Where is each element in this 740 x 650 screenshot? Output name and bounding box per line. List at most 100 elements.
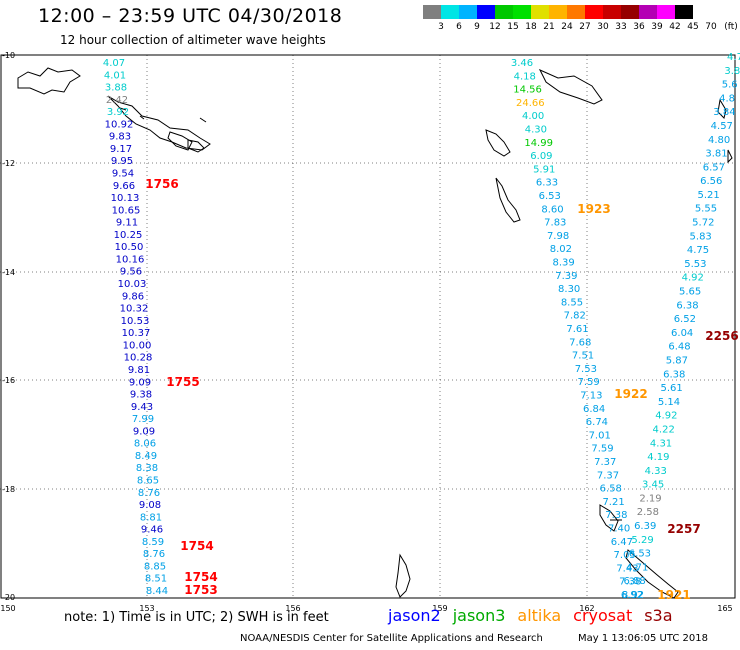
map-grid: 150 153 156 159 162 165 -10 -12 -14 -16 -18 -20 (0, 51, 736, 613)
track-middle-value: 7.83 (544, 218, 566, 229)
legend-cryosat: cryosat (573, 606, 633, 625)
track-right-value: 4.75 (687, 245, 709, 256)
track-middle-value: 7.05 (614, 550, 636, 561)
color-swatch (513, 5, 531, 19)
track-left-value: 9.17 (110, 144, 132, 155)
track-right-value: 5.21 (697, 190, 719, 201)
color-scale-label: 42 (669, 22, 681, 32)
track-middle-value: 24.66 (516, 98, 545, 109)
track-right-value: 6.57 (703, 162, 725, 173)
track-left-value: 9.38 (130, 390, 152, 401)
pass-time-label: 1755 (166, 375, 199, 389)
track-right-value: 3.84 (713, 107, 735, 118)
track-middle-value: 5.91 (533, 164, 555, 175)
track-right-value: 6.48 (668, 342, 690, 353)
color-swatch (531, 5, 549, 19)
track-middle-value: 8.55 (561, 297, 583, 308)
legend-s3a: s3a (644, 606, 673, 625)
track-right-value: 5.14 (658, 397, 680, 408)
color-scale-label: 27 (579, 22, 591, 32)
track-left-value: 4.01 (104, 70, 126, 81)
pass-time-label: 2256 (705, 329, 738, 343)
coastline-png-east (107, 95, 211, 151)
track-left-value: 9.09 (129, 377, 151, 388)
color-swatch (621, 5, 639, 19)
track-right-value: 5.72 (692, 218, 714, 229)
track-left-value: 8.44 (146, 586, 168, 597)
track-left-value: 10.13 (111, 193, 140, 204)
color-swatch (549, 5, 567, 19)
track-left-value: 10.65 (112, 205, 141, 216)
track-left-value: 8.59 (142, 537, 164, 548)
color-swatch (567, 5, 585, 19)
track-middle-value: 4.00 (522, 111, 544, 122)
track-middle-value: 7.82 (564, 311, 586, 322)
track-middle-value: 6.33 (536, 178, 558, 189)
track-left-value: 8.81 (140, 512, 162, 523)
track-middle-value: 6.09 (530, 151, 552, 162)
track-left-value: 3.92 (107, 107, 129, 118)
track-right-value: 6.52 (674, 314, 696, 325)
track-middle-value: 7.40 (608, 524, 630, 535)
track-left-value: 9.95 (111, 156, 133, 167)
track-left-value: 9.66 (113, 181, 135, 192)
track-right-value: 5.83 (690, 231, 712, 242)
track-middle-value: 14.99 (524, 138, 553, 149)
track-middle-value: 7.98 (547, 231, 569, 242)
latitude-tick-label: -12 (2, 159, 15, 168)
color-swatch (639, 5, 657, 19)
track-middle-value: 7.53 (575, 364, 597, 375)
track-right-value: 4.80 (708, 135, 730, 146)
color-scale-label: 15 (507, 22, 519, 32)
track-right-value: 6.38 (676, 300, 698, 311)
track-middle-value: 8.39 (552, 258, 574, 269)
track-right-value: 3.45 (642, 480, 664, 491)
coastline-vanuatu (717, 98, 733, 164)
track-middle-value: 6.53 (539, 191, 561, 202)
track-middle-value: 7.37 (597, 470, 619, 481)
track-middle-value: 7.37 (594, 457, 616, 468)
track-right-value: 6.56 (700, 176, 722, 187)
color-scale-label: 18 (525, 22, 537, 32)
pass-time-label: 1753 (184, 583, 217, 597)
color-swatch (585, 5, 603, 19)
track-right-value: 3.81 (705, 149, 727, 160)
track-right-value: 6.38 (663, 369, 685, 380)
coastline-solomons-c (485, 129, 511, 157)
track-middle-value: 7.21 (602, 497, 624, 508)
color-scale-label: 39 (651, 22, 663, 32)
track-right-value: 4.22 (653, 424, 675, 435)
track-left-value: 8.65 (137, 475, 159, 486)
track-right-value: 4.19 (647, 452, 669, 463)
color-scale-label: 9 (474, 22, 480, 32)
track-left-value: 9.11 (116, 218, 138, 229)
track-left-value: 10.32 (120, 304, 149, 315)
track-left-value: 2.42 (106, 95, 128, 106)
pass-time-label: 1754 (184, 570, 217, 584)
page-subtitle: 12 hour collection of altimeter wave hei… (60, 33, 326, 47)
credit-line: NOAA/NESDIS Center for Satellite Applica… (240, 633, 543, 644)
track-right-value: 4.57 (711, 121, 733, 132)
longitude-tick-label: 150 (0, 604, 15, 613)
color-swatch (603, 5, 621, 19)
track-middle-value: 8.02 (550, 244, 572, 255)
track-left-value: 8.85 (144, 561, 166, 572)
track-left-value: 9.54 (112, 169, 134, 180)
track-left-value: 8.76 (138, 488, 160, 499)
color-scale-label: 33 (615, 22, 627, 32)
color-scale-bar (423, 5, 693, 19)
track-middle-value: 6.47 (611, 537, 633, 548)
pass-time-label: 1754 (180, 539, 213, 553)
track-middle-value: 14.56 (513, 85, 542, 96)
track-right-value: 5.55 (695, 204, 717, 215)
track-left-value: 10.00 (123, 340, 152, 351)
track-left-value: 8.06 (134, 439, 156, 450)
track-middle-value: 8.30 (558, 284, 580, 295)
track-right-value: 3.8 (724, 66, 740, 77)
track-right-value: 2.19 (639, 493, 661, 504)
color-swatch (441, 5, 459, 19)
satellite-legend: jason2 jason3 altika cryosat s3a (388, 606, 685, 625)
